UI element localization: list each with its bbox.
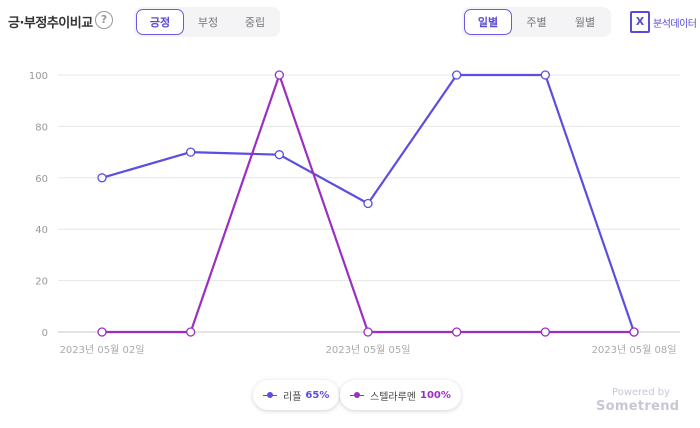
series-1-point-4: [452, 327, 462, 337]
series-1-point-5: [540, 327, 550, 337]
y-tick-label-0: 0: [42, 328, 48, 339]
legend-marker-ripple: [263, 392, 277, 398]
export-data-button[interactable]: X 분석데이터: [630, 11, 697, 33]
line-chart: 0 20 40 60 80 100 2023년 05월 02일 2023년 05월 05일 20…: [29, 70, 680, 356]
x-tick-label-1: 2023년 05월 05일: [326, 344, 411, 356]
legend-item-stellar[interactable]: 스텔라루멘 100%: [340, 380, 461, 410]
period-tab-group: 일별 주별 월별: [462, 7, 611, 37]
tab-daily[interactable]: 일별: [464, 9, 512, 35]
sometrend-logo: Sometrend: [596, 399, 680, 414]
tab-monthly[interactable]: 월별: [574, 16, 596, 29]
series-0-point-3: [363, 198, 373, 209]
series-0-point-4: [452, 70, 462, 80]
series-1-point-6: [629, 327, 639, 337]
tab-negative[interactable]: 부정: [197, 16, 219, 29]
tab-weekly[interactable]: 주별: [526, 16, 547, 29]
series-0-point-2: [274, 150, 284, 160]
chart-header: 긍·부정추이비교 ? 긍정 부정 중립 일별 주별 월별 X 분석데이터: [0, 0, 700, 44]
excel-icon: X: [630, 11, 650, 33]
series-1-point-2: [274, 70, 284, 80]
chart-title: 긍·부정추이비교: [8, 16, 93, 31]
tab-neutral[interactable]: 중립: [244, 16, 266, 29]
x-tick-label-2: 2023년 05월 08일: [592, 344, 677, 356]
x-tick-label-0: 2023년 05월 02일: [60, 344, 145, 356]
help-icon[interactable]: ?: [95, 11, 113, 29]
tab-positive[interactable]: 긍정: [136, 9, 184, 35]
series-1-point-3: [363, 327, 373, 337]
legend-item-ripple[interactable]: 리플 65%: [253, 380, 340, 410]
legend-marker-stellar: [350, 392, 364, 398]
legend-name-stellar: 스텔라루멘: [370, 391, 416, 403]
y-tick-label-100: 100: [29, 71, 48, 82]
series-1-point-0: [97, 327, 107, 337]
legend-name-ripple: 리플: [283, 391, 302, 403]
y-tick-label-40: 40: [35, 225, 48, 236]
y-tick-label-60: 60: [35, 174, 48, 185]
y-tick-label-20: 20: [35, 277, 48, 288]
y-tick-label-80: 80: [35, 122, 48, 133]
series-0-point-5: [540, 70, 550, 80]
series-0-point-0: [97, 173, 107, 183]
export-label: 분석데이터: [653, 18, 697, 30]
series-1-point-1: [186, 327, 196, 337]
sentiment-tab-group: 긍정 부정 중립: [134, 7, 280, 37]
series-0-point-1: [186, 147, 196, 157]
legend-value-stellar: 100%: [420, 389, 451, 401]
powered-by-text: Powered by: [612, 387, 670, 398]
legend-value-ripple: 65%: [305, 389, 330, 401]
